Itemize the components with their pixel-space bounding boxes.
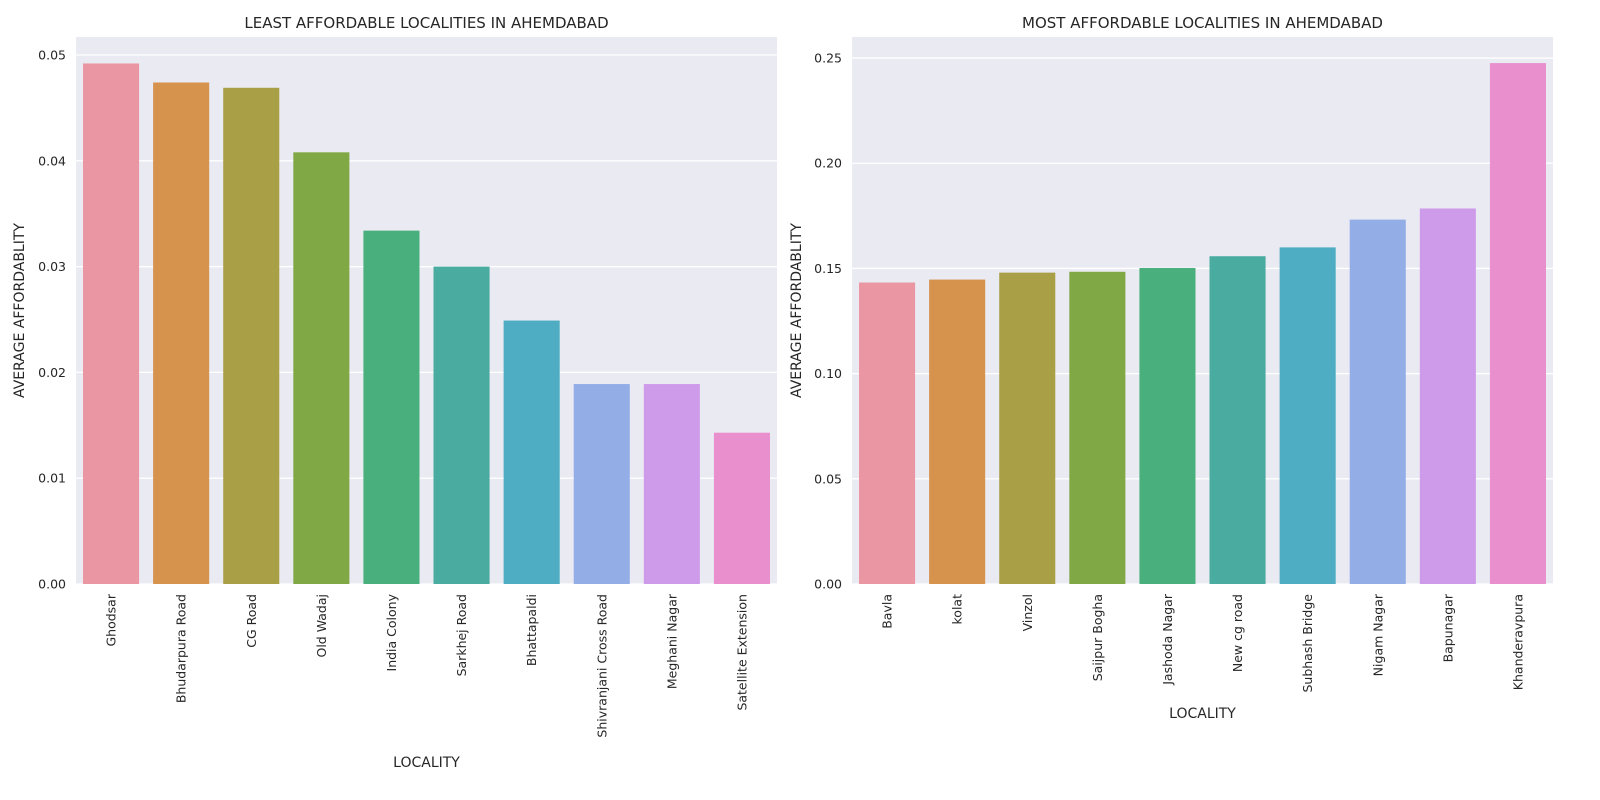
y-tick-label: 0.03 [38,259,66,274]
chart-2: 0.00 0.05 0.10 0.15 0.20 0.25 Bavla kolat Vinzol… [789,14,1553,722]
bar-bavla [859,282,916,584]
x-tick-label: Subhash Bridge [1300,594,1315,693]
bar-jashoda-nagar [1139,268,1196,584]
x-tick-label: Bhattapaldi [524,594,539,666]
x-tick-label: Saijpur Bogha [1090,594,1105,681]
y-tick-label: 0.01 [38,471,66,486]
y-tick-label: 0.05 [814,471,842,486]
bar-ghodsar [83,63,140,584]
y-tick-label: 0.05 [38,47,66,62]
bar-india-colony [363,230,420,584]
x-tick-label: India Colony [384,593,399,671]
y-axis-label: AVERAGE AFFORDABLITY [12,223,28,398]
x-tick-label: Jashoda Nagar [1160,593,1175,686]
bar-old-wadaj [293,152,350,584]
x-tick-label: Bapunagar [1440,593,1455,662]
bar-bhattapaldi [503,320,560,584]
bar-kolat [929,279,986,584]
bar-bhudarpura-road [153,82,210,584]
bar-sarkhej-road [433,266,490,584]
x-tick-label: New cg road [1230,594,1245,672]
x-tick-label: Khanderavpura [1510,594,1525,690]
x-tick-label: Old Wadaj [314,594,329,658]
x-tick-label: Satellite Extension [734,594,749,711]
bar-bapunagar [1419,208,1476,585]
x-axis-label: LOCALITY [1169,706,1236,722]
y-tick-label: 0.10 [814,366,842,381]
x-tick-label: Bavla [880,594,895,629]
bar-satellite-extension [713,432,770,584]
bar-vinzol [999,272,1056,584]
y-tick-label: 0.00 [38,577,66,592]
y-tick-label: 0.00 [814,577,842,592]
chart-1: 0.00 0.01 0.02 0.03 0.04 0.05 Ghodsar Bhudarpur… [12,14,777,771]
y-tick-label: 0.25 [814,51,842,66]
x-tick-label: CG Road [244,594,259,648]
bar-shivranjani-cross-road [573,384,630,584]
x-tick-label: Meghani Nagar [664,593,679,689]
y-axis-label: AVERAGE AFFORDABLITY [789,223,805,398]
x-axis-label: LOCALITY [393,755,460,771]
x-tick-label: Shivranjani Cross Road [594,594,609,738]
y-tick-label: 0.20 [814,156,842,171]
chart-title: LEAST AFFORDABLE LOCALITIES IN AHEMDABAD [244,14,608,32]
y-tick-label: 0.02 [38,365,66,380]
bar-subhash-bridge [1279,247,1336,584]
bar-meghani-nagar [643,384,700,584]
x-tick-label: Nigam Nagar [1370,593,1385,676]
bar-new-cg-road [1209,256,1266,584]
chart-title: MOST AFFORDABLE LOCALITIES IN AHEMDABAD [1022,14,1383,32]
y-tick-label: 0.04 [38,153,66,168]
bar-nigam-nagar [1349,219,1406,585]
x-tick-label: Ghodsar [104,593,119,646]
bar-khanderavpura [1489,63,1546,584]
x-tick-label: kolat [950,594,965,625]
x-tick-label: Bhudarpura Road [174,594,189,703]
x-tick-label: Vinzol [1020,594,1035,631]
y-tick-label: 0.15 [814,261,842,276]
bar-saijpur-bogha [1069,271,1126,584]
x-tick-label: Sarkhej Road [454,594,469,676]
bar-cg-road [223,87,280,584]
